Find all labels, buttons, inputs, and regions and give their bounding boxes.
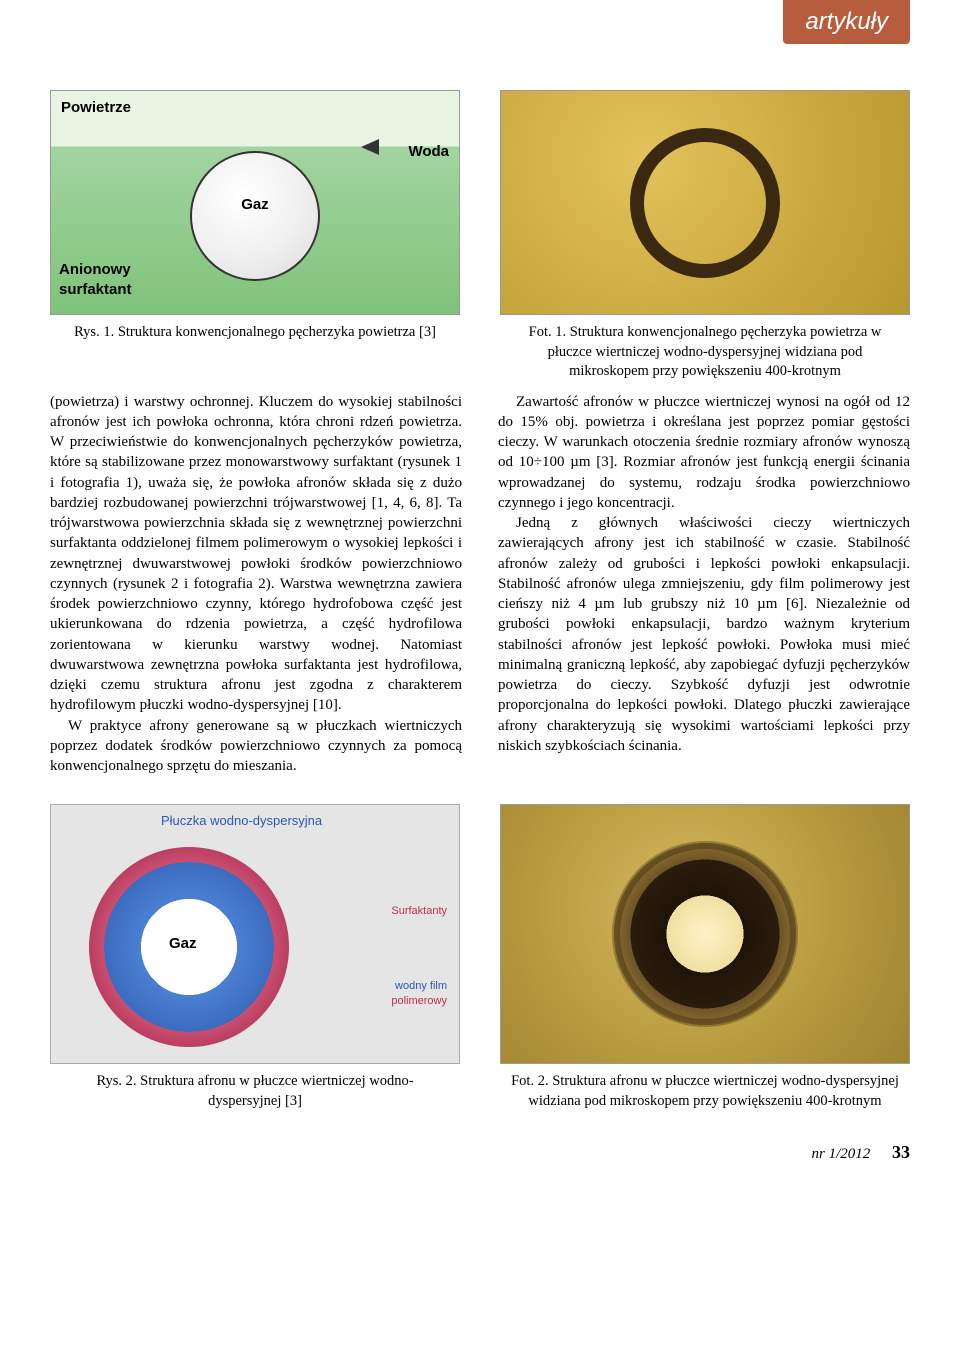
bubble-shape	[190, 151, 320, 281]
caption-rys-2: Rys. 2. Struktura afronu w płuczce wiert…	[60, 1072, 450, 1111]
figure-row-bottom: Płuczka wodno-dyspersyjna Gaz Surfaktant…	[50, 804, 910, 1111]
afron-ring-shadow	[620, 849, 790, 1019]
diagram-bubble: Powietrze Gaz Woda Anionowy surfaktant	[50, 90, 460, 315]
label-anionowy: Anionowy	[59, 261, 131, 278]
paragraph-4: Jedną z głównych właściwości cieczy wier…	[498, 513, 910, 756]
diag2-title: Płuczka wodno-dyspersyjna	[161, 813, 322, 828]
label-surfaktant: surfaktant	[59, 281, 132, 298]
legend-surfaktanty: Surfaktanty	[391, 905, 447, 917]
section-tab: artykuły	[783, 0, 910, 44]
diagram-afron: Płuczka wodno-dyspersyjna Gaz Surfaktant…	[50, 804, 460, 1064]
arrow-icon	[361, 139, 379, 155]
caption-rys-1: Rys. 1. Struktura konwencjonalnego pęche…	[74, 323, 436, 343]
paragraph-3: Zawartość afronów w płuczce wiertniczej …	[498, 392, 910, 514]
figure-rys-2: Płuczka wodno-dyspersyjna Gaz Surfaktant…	[50, 804, 460, 1111]
label-gaz: Gaz	[241, 196, 269, 213]
caption-fot-1: Fot. 1. Struktura konwencjonalnego pęche…	[510, 323, 900, 382]
caption-fot-2: Fot. 2. Struktura afronu w płuczce wiert…	[510, 1072, 900, 1111]
figure-fot-1: Fot. 1. Struktura konwencjonalnego pęche…	[500, 90, 910, 382]
page-footer: nr 1/2012 33	[50, 1142, 910, 1163]
microscope-photo-2	[500, 804, 910, 1064]
label-powietrze: Powietrze	[61, 99, 131, 116]
page-number: 33	[892, 1142, 910, 1162]
issue-number: nr 1/2012	[811, 1146, 870, 1162]
label-woda: Woda	[408, 143, 449, 160]
legend-polimerowy: polimerowy	[391, 995, 447, 1007]
paragraph-1: (powietrza) i warstwy ochronnej. Kluczem…	[50, 392, 462, 716]
body-text: (powietrza) i warstwy ochronnej. Kluczem…	[50, 392, 910, 777]
figure-rys-1: Powietrze Gaz Woda Anionowy surfaktant R…	[50, 90, 460, 382]
ring-shape	[630, 128, 780, 278]
figure-fot-2: Fot. 2. Struktura afronu w płuczce wiert…	[500, 804, 910, 1111]
microscope-photo-1	[500, 90, 910, 315]
label-gaz-2: Gaz	[169, 935, 197, 952]
legend-film: wodny film	[395, 980, 447, 992]
paragraph-2: W praktyce afrony generowane są w płuczk…	[50, 716, 462, 777]
figure-row-top: Powietrze Gaz Woda Anionowy surfaktant R…	[50, 90, 910, 382]
